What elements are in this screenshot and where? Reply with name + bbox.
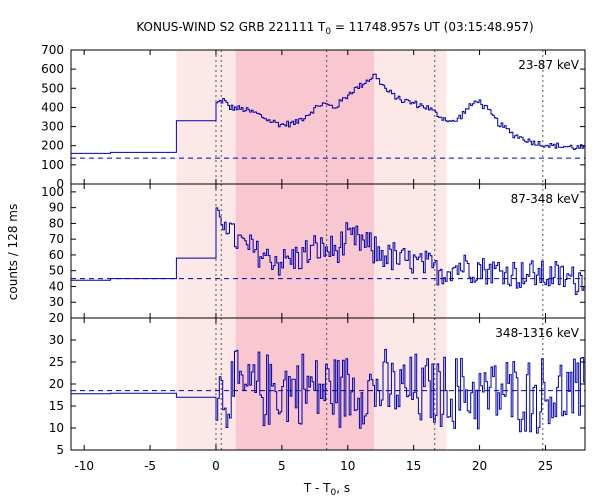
y-tick-label: 500	[41, 81, 64, 95]
y-tick-label: 400	[41, 100, 64, 114]
series-line	[71, 207, 585, 295]
x-tick-label: 5	[278, 459, 286, 473]
panel-energy-label: 23-87 keV	[518, 58, 580, 72]
y-tick-label: 50	[49, 264, 64, 278]
y-tick-label: 0	[56, 177, 64, 191]
panel-1: 0 100 200 300 400 500 600 700 23-87 keV	[41, 43, 586, 191]
y-tick-label: 60	[49, 248, 64, 262]
y-tick-label: 30	[49, 295, 64, 309]
x-tick-label: -10	[74, 459, 94, 473]
x-tick-label: 20	[472, 459, 487, 473]
y-tick-label: 700	[41, 43, 64, 57]
x-axis-label-rest: , s	[336, 481, 350, 495]
x-axis-label: T - T0, s	[303, 481, 350, 498]
y-tick-label: 200	[41, 139, 64, 153]
y-tick-label: 30	[49, 333, 64, 347]
chart-title: KONUS-WIND S2 GRB 221111 T0 = 11748.957s…	[136, 20, 533, 37]
x-axis-label-main: T - T	[303, 481, 331, 495]
x-tick-label: 15	[406, 459, 421, 473]
x-axis-label-subscript: 0	[331, 488, 337, 498]
y-tick-label: 100	[41, 185, 64, 199]
y-tick-label: 20	[49, 311, 64, 325]
series-line	[71, 73, 585, 154]
y-tick-label: 40	[49, 279, 64, 293]
y-tick-label: 20	[49, 377, 64, 391]
y-tick-label: 15	[49, 399, 64, 413]
chart-title-rest: = 11748.957s UT (03:15:48.957)	[331, 20, 534, 34]
chart-title-subscript: 0	[325, 27, 331, 37]
y-axis-label: counts / 128 ms	[6, 204, 20, 300]
x-tick-label: -5	[144, 459, 156, 473]
y-tick-label: 10	[49, 421, 64, 435]
y-tick-label: 5	[56, 443, 64, 457]
x-tick-label: 25	[538, 459, 553, 473]
y-tick-label: 90	[49, 201, 64, 215]
shaded-region-2	[235, 318, 375, 450]
y-tick-label: 25	[49, 355, 64, 369]
chart-title-main: KONUS-WIND S2 GRB 221111 T	[136, 20, 326, 34]
y-tick-label: 600	[41, 62, 64, 76]
panel-energy-label: 348-1316 keV	[495, 326, 579, 340]
y-tick-label: 80	[49, 216, 64, 230]
y-tick-label: 300	[41, 120, 64, 134]
y-tick-label: 100	[41, 158, 64, 172]
x-tick-label: 10	[340, 459, 355, 473]
x-tick-label: 0	[212, 459, 220, 473]
panel-3: 5 10 15 20 25 30 348-1316 keV	[49, 317, 586, 457]
y-tick-label: 70	[49, 232, 64, 246]
series-line	[71, 348, 585, 434]
panel-energy-label: 87-348 keV	[511, 192, 580, 206]
